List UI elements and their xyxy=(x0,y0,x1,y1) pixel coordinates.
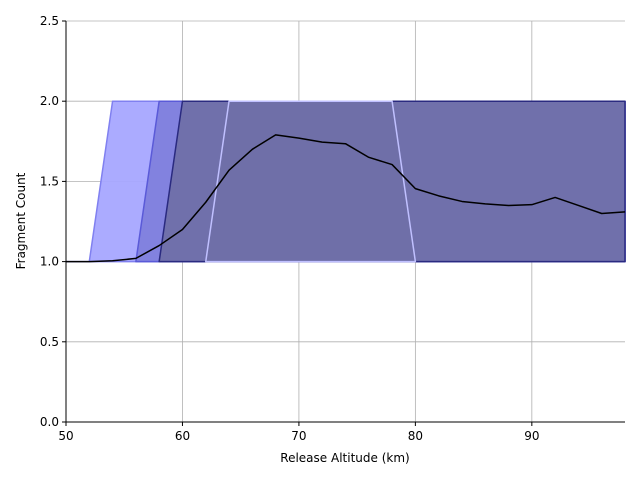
y-axis-label: Fragment Count xyxy=(14,172,28,269)
x-tick-label: 80 xyxy=(408,429,423,443)
x-tick-label: 70 xyxy=(291,429,306,443)
y-tick-label: 1.0 xyxy=(40,255,59,269)
x-axis-label: Release Altitude (km) xyxy=(280,451,409,465)
y-tick-label: 2.5 xyxy=(40,14,59,28)
x-tick-label: 90 xyxy=(524,429,539,443)
series-line-1 xyxy=(66,134,626,263)
series-lines xyxy=(66,134,626,263)
y-tick-label: 0.0 xyxy=(40,415,59,429)
confidence-bands xyxy=(65,100,626,263)
x-tick-label: 50 xyxy=(58,429,73,443)
x-axis: 50 60 70 80 90 xyxy=(58,422,539,443)
y-tick-label: 1.5 xyxy=(40,174,59,188)
y-axis: 0.0 0.5 1.0 1.5 2.0 2.5 xyxy=(40,14,66,429)
y-tick-label: 2.0 xyxy=(40,94,59,108)
x-tick-label: 60 xyxy=(175,429,190,443)
y-tick-label: 0.5 xyxy=(40,335,59,349)
band-4 xyxy=(205,100,417,263)
